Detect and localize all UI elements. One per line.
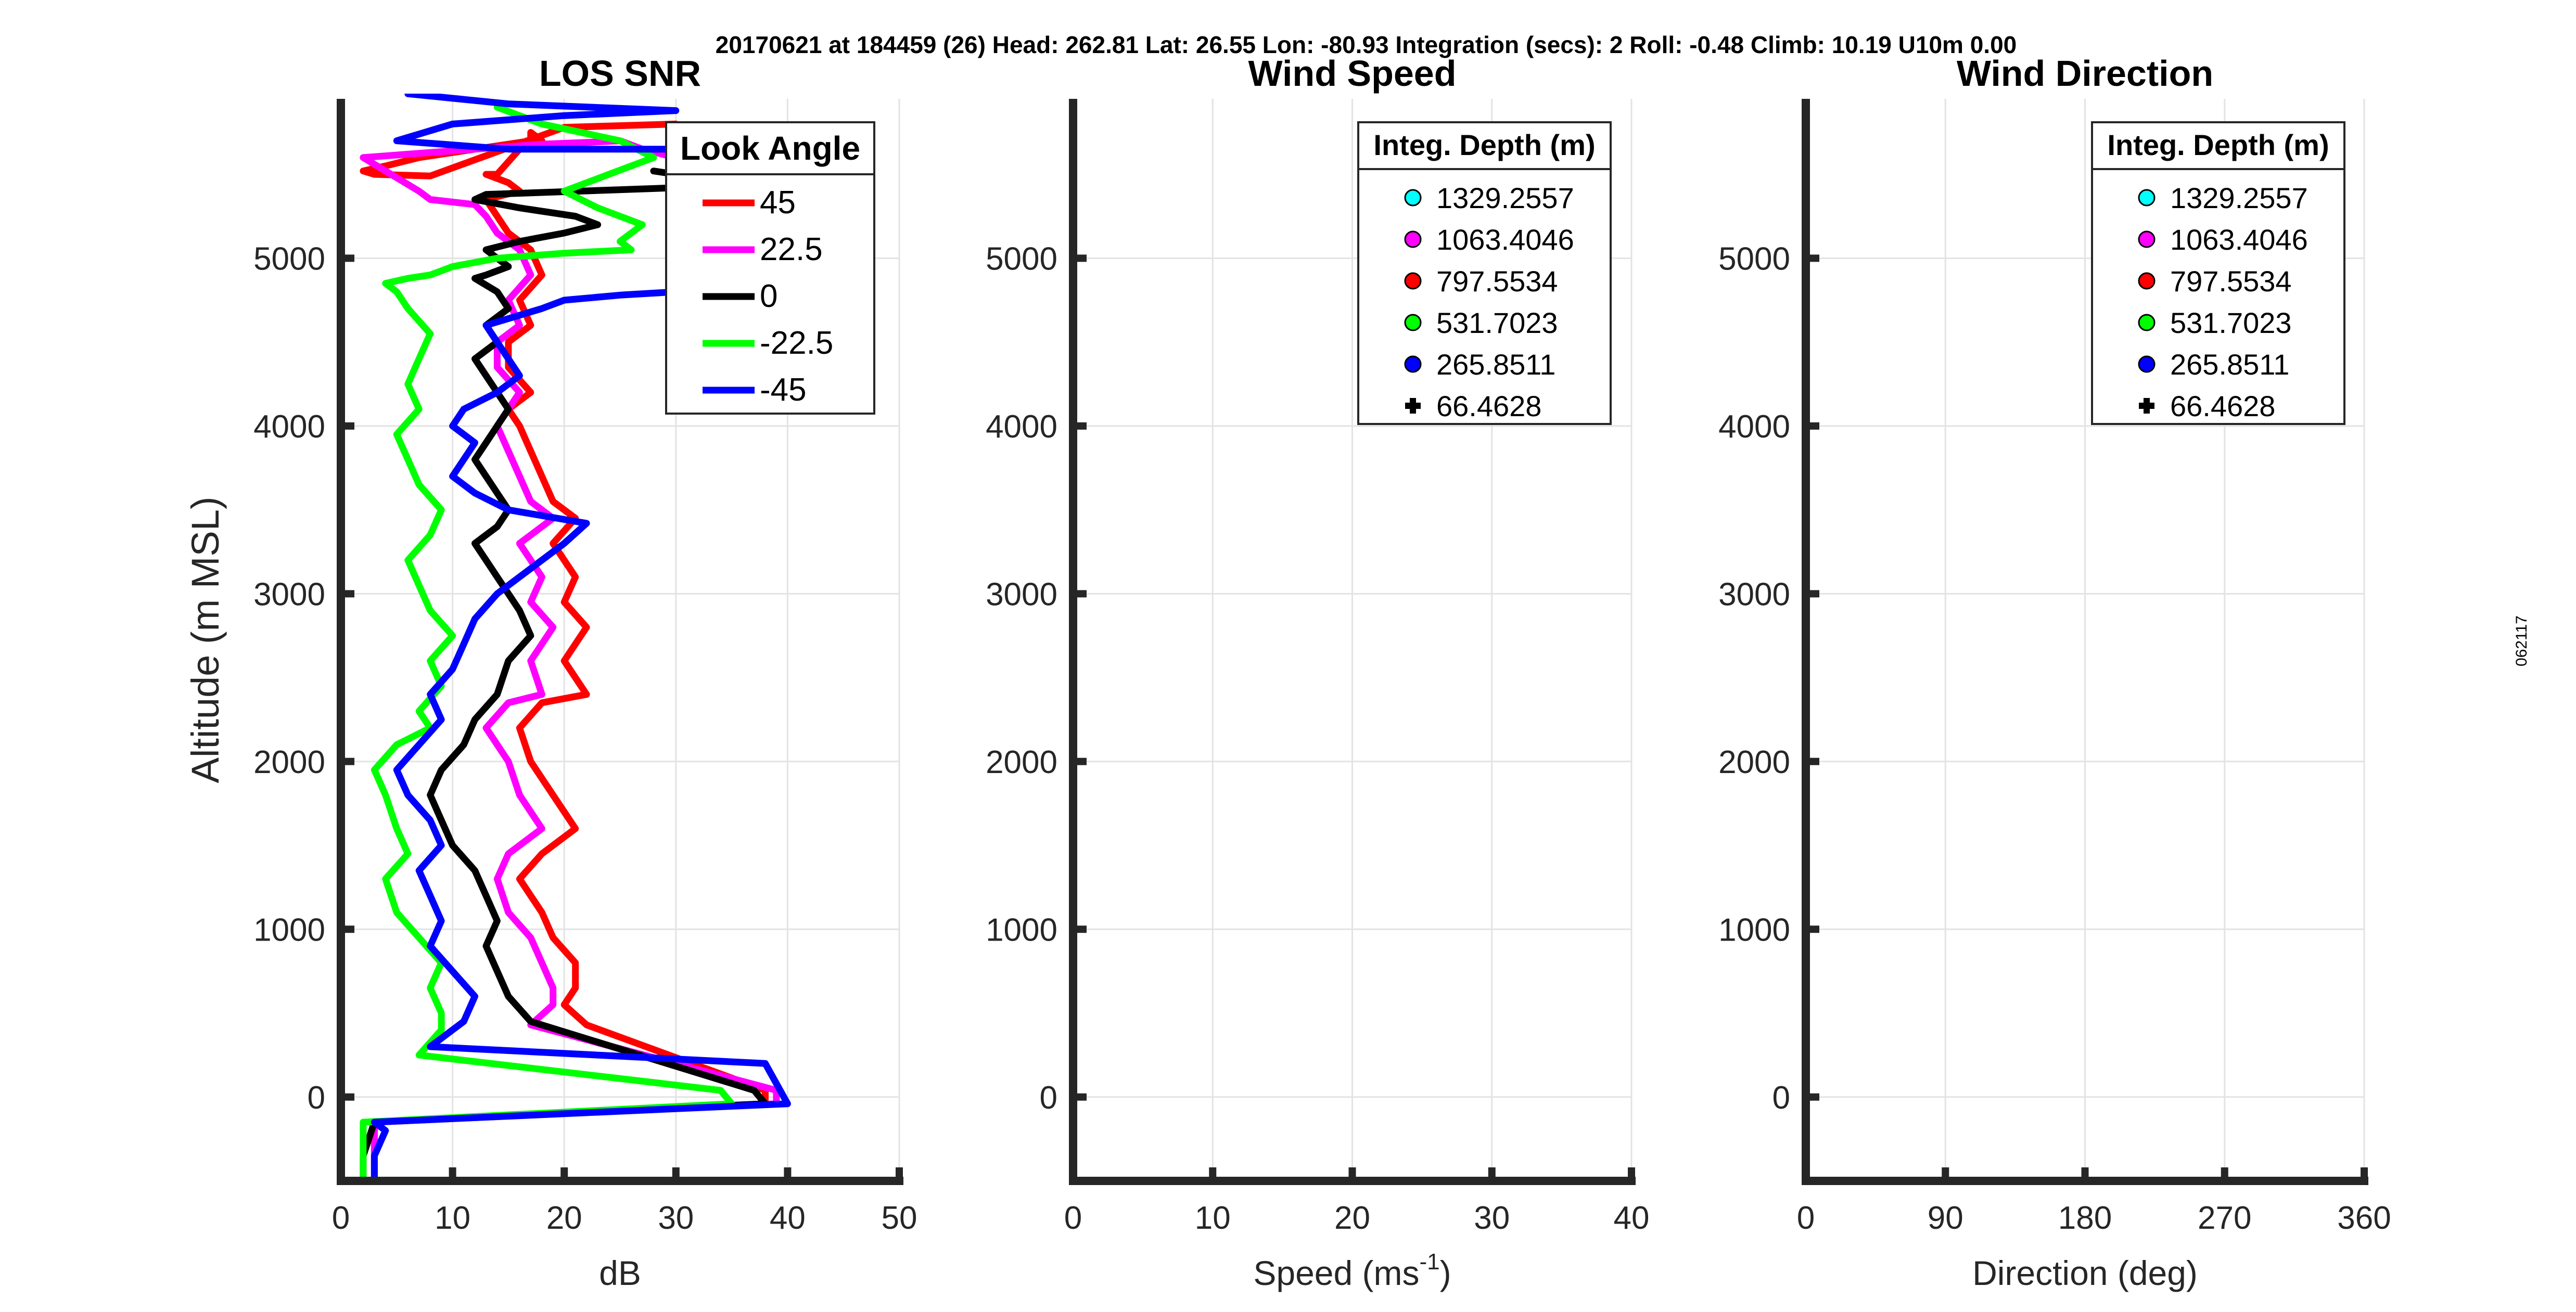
- chart-panel-1: 0 10 20 30 40 50 0 1000 2000 3000 4000 5000 LOS SNR d…: [184, 53, 917, 1292]
- chart-title: Wind Speed: [1248, 53, 1457, 94]
- x-tick-label: 10: [1195, 1200, 1231, 1236]
- x-tick-label: 30: [1474, 1200, 1510, 1236]
- chart-panel-2: 0 10 20 30 40 0 1000 2000 3000 4000 5000 Wind Speed…: [986, 53, 1649, 1292]
- x-tick-label: 20: [546, 1200, 582, 1236]
- legend: Integ. Depth (m) 1329.2557 1063.4046 797.55…: [2091, 121, 2345, 425]
- legend-label: 66.4628: [1436, 390, 1541, 422]
- legend-marker-265.8511: [2138, 355, 2156, 373]
- legend-marker-797.5534: [2138, 272, 2156, 290]
- y-tick-label: 0: [1772, 1080, 1790, 1116]
- series-line-0: [360, 168, 769, 1181]
- legend-marker-797.5534: [1404, 272, 1422, 290]
- y-tick-label: 5000: [986, 241, 1057, 277]
- x-tick-label: 270: [2198, 1200, 2251, 1236]
- legend-label: -45: [760, 372, 807, 408]
- chart-panel-3: 0 90 180 270 360 0 1000 2000 3000 4000 5000 Wind Di…: [1718, 53, 2391, 1292]
- series-line-22.5: [360, 137, 780, 1181]
- x-tick-label: 90: [1928, 1200, 1963, 1236]
- legend-marker-1329.2557: [1404, 189, 1422, 207]
- legend-label: 22.5: [760, 231, 823, 267]
- legend: Look Angle 45 22.5 0 -22.5 -45: [665, 121, 875, 415]
- legend-label: 1329.2557: [2170, 182, 2308, 214]
- legend-title: Look Angle: [680, 130, 860, 167]
- legend-label: 1063.4046: [1436, 223, 1574, 256]
- x-axis-label: dB: [599, 1254, 641, 1292]
- y-tick-label: 1000: [1718, 912, 1790, 948]
- legend-label: 531.7023: [2170, 306, 2292, 339]
- legend-title: Integ. Depth (m): [2107, 128, 2329, 161]
- y-tick-label: 4000: [1718, 409, 1790, 445]
- x-tick-label: 360: [2337, 1200, 2391, 1236]
- chart-title: Wind Direction: [1957, 53, 2213, 94]
- legend-marker-531.7023: [1404, 314, 1422, 331]
- x-tick-label: 0: [1064, 1200, 1082, 1236]
- y-axis-label: Altitude (m MSL): [184, 496, 227, 783]
- x-tick-label: 20: [1334, 1200, 1370, 1236]
- legend-box: [665, 121, 875, 415]
- legend-label: -22.5: [760, 325, 833, 361]
- x-axis-label-end: ): [1440, 1254, 1451, 1292]
- y-tick-label: 4000: [986, 409, 1057, 445]
- figure-suptitle: 20170621 at 184459 (26) Head: 262.81 Lat…: [716, 31, 2017, 58]
- x-tick-label: 0: [332, 1200, 350, 1236]
- x-tick-label: 50: [882, 1200, 917, 1236]
- side-label: 062117: [2513, 615, 2530, 666]
- legend-box: [1357, 121, 1612, 425]
- legend-title: Integ. Depth (m): [1373, 128, 1595, 161]
- x-tick-label: 10: [435, 1200, 470, 1236]
- x-tick-label: 180: [2058, 1200, 2112, 1236]
- legend-marker-265.8511: [1404, 355, 1422, 373]
- legend-box: [2091, 121, 2345, 425]
- y-tick-label: 2000: [1718, 744, 1790, 780]
- legend-label: 265.8511: [1436, 348, 1555, 381]
- x-tick-label: 40: [770, 1200, 806, 1236]
- y-tick-label: 0: [308, 1080, 325, 1116]
- y-tick-label: 3000: [986, 576, 1057, 612]
- x-tick-label: 30: [658, 1200, 694, 1236]
- series-line--22.5: [360, 104, 735, 1181]
- legend-label: 1329.2557: [1436, 182, 1574, 214]
- legend: Integ. Depth (m) 1329.2557 1063.4046 797.55…: [1357, 121, 1612, 425]
- y-tick-label: 1000: [253, 912, 325, 948]
- legend-label: 66.4628: [2170, 390, 2275, 422]
- y-tick-label: 2000: [986, 744, 1057, 780]
- legend-label: 0: [760, 278, 777, 314]
- legend-label: 797.5534: [1436, 265, 1558, 298]
- y-tick-label: 2000: [253, 744, 325, 780]
- y-tick-label: 3000: [253, 576, 325, 612]
- legend-label: 1063.4046: [2170, 223, 2308, 256]
- y-tick-label: 4000: [253, 409, 325, 445]
- legend-label: 265.8511: [2170, 348, 2289, 381]
- legend-label: 797.5534: [2170, 265, 2292, 298]
- x-axis-label: Speed (ms-1): [1253, 1249, 1451, 1292]
- legend-marker-531.7023: [2138, 314, 2156, 331]
- legend-label: 45: [760, 185, 796, 221]
- x-axis-label: Direction (deg): [1972, 1254, 2198, 1292]
- y-tick-label: 5000: [1718, 241, 1790, 277]
- chart-title: LOS SNR: [539, 53, 701, 94]
- x-tick-label: 0: [1797, 1200, 1815, 1236]
- legend-label: 531.7023: [1436, 306, 1558, 339]
- legend-marker-1063.4046: [1404, 230, 1422, 248]
- y-tick-label: 3000: [1718, 576, 1790, 612]
- y-tick-label: 1000: [986, 912, 1057, 948]
- y-tick-label: 0: [1040, 1080, 1057, 1116]
- legend-marker-1329.2557: [2138, 189, 2156, 207]
- y-tick-label: 5000: [253, 241, 325, 277]
- legend-marker-1063.4046: [2138, 230, 2156, 248]
- x-tick-label: 40: [1614, 1200, 1650, 1236]
- x-axis-label-superscript: -1: [1420, 1249, 1440, 1275]
